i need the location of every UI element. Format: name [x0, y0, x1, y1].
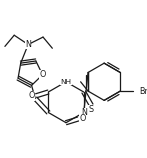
Text: O: O — [28, 91, 35, 100]
Text: O: O — [80, 115, 86, 124]
Text: NH: NH — [61, 79, 72, 85]
Text: N: N — [81, 108, 87, 117]
Text: N: N — [25, 40, 31, 49]
Text: Br: Br — [139, 87, 147, 96]
Text: S: S — [89, 105, 94, 114]
Text: O: O — [39, 70, 46, 79]
